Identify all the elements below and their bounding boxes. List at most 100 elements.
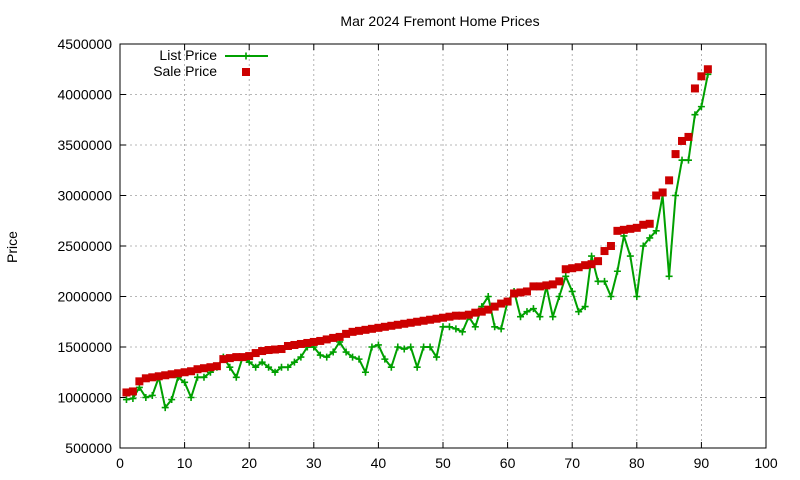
list-price-point <box>445 323 453 331</box>
sale-price-point <box>232 353 241 362</box>
sale-price-point <box>316 336 325 345</box>
plot-series <box>122 65 712 412</box>
y-tick-label: 2000000 <box>57 289 112 305</box>
list-price-point <box>271 368 279 376</box>
x-tick-label: 90 <box>694 455 710 471</box>
sale-price-point <box>296 339 305 348</box>
sale-price-point <box>355 326 364 335</box>
sale-price-point <box>561 265 570 274</box>
sale-price-point <box>193 365 202 374</box>
sale-price-point <box>290 340 299 349</box>
sale-price-point <box>335 332 344 341</box>
plot-frame <box>119 43 767 449</box>
y-tick-label: 500000 <box>65 440 112 456</box>
legend-marker-sale <box>242 68 250 76</box>
sale-price-point <box>393 320 402 329</box>
list-price-point <box>665 272 673 280</box>
sale-price-point <box>439 313 447 322</box>
sale-price-point <box>665 176 674 185</box>
sale-price-point <box>542 281 551 290</box>
sale-price-point <box>426 315 435 324</box>
list-price-point <box>142 394 150 401</box>
sale-price-point <box>361 325 370 334</box>
list-price-point <box>129 395 137 403</box>
sale-price-point <box>309 337 318 346</box>
legend: List Price Sale Price <box>153 47 268 79</box>
sale-price-point <box>600 247 609 256</box>
list-price-point <box>555 293 563 300</box>
sale-price-point <box>613 226 622 235</box>
x-tick-label: 40 <box>371 455 387 471</box>
sale-price-point <box>632 223 641 232</box>
sale-price-point <box>128 387 137 396</box>
sale-price-point <box>374 323 383 332</box>
sale-price-point <box>458 311 467 320</box>
sale-price-point <box>167 370 176 379</box>
list-price-point <box>394 343 402 351</box>
sale-price-point <box>445 312 454 321</box>
sale-price-point <box>187 367 196 376</box>
list-price-point <box>355 355 363 363</box>
x-tick-label: 100 <box>754 455 778 471</box>
sale-price-point <box>671 150 680 159</box>
sale-price-point <box>658 188 667 197</box>
list-price-point <box>452 325 460 333</box>
sale-price-point <box>264 346 273 355</box>
sale-price-point <box>626 224 635 233</box>
x-tick-label: 80 <box>629 455 645 471</box>
list-price-point <box>633 293 641 300</box>
sale-price-point <box>690 84 699 93</box>
sale-price-point <box>329 333 338 342</box>
list-price-point <box>400 345 408 353</box>
sale-price-point <box>135 377 144 386</box>
sale-price-point <box>400 319 409 328</box>
list-price-point <box>536 313 544 321</box>
sale-price-point <box>568 264 577 273</box>
sale-price-point <box>380 322 389 331</box>
list-price-point <box>413 363 421 371</box>
sale-price-point <box>212 362 221 371</box>
list-price-point <box>323 353 331 361</box>
legend-label-sale: Sale Price <box>153 63 217 79</box>
sale-price-point <box>148 373 157 382</box>
list-price-point <box>684 156 692 164</box>
sale-price-point <box>581 261 590 270</box>
sale-price-point <box>238 353 247 362</box>
x-tick-label: 60 <box>500 455 516 471</box>
list-price-point <box>181 378 189 386</box>
x-tick-label: 30 <box>306 455 322 471</box>
sale-price-point <box>510 289 519 298</box>
list-price-point <box>672 192 680 199</box>
list-price-point <box>678 156 686 164</box>
sale-price-point <box>451 311 460 320</box>
list-price-point <box>697 103 705 111</box>
list-price-point <box>122 396 130 404</box>
sale-price-point <box>619 225 628 234</box>
list-price-point <box>439 323 447 331</box>
sale-price-point <box>535 282 544 291</box>
list-price-point <box>361 368 369 376</box>
sale-price-point <box>684 132 693 141</box>
list-price-point <box>691 111 699 119</box>
list-price-point <box>265 363 273 371</box>
sale-price-point <box>141 374 150 383</box>
sale-price-point <box>678 136 687 145</box>
list-price-point <box>433 353 441 361</box>
list-price-point <box>588 252 596 260</box>
sale-price-point <box>406 318 415 327</box>
axis-ticks: 0 10 20 30 40 50 60 70 80 90 100 500000 1000000 15000… <box>57 36 777 471</box>
sale-price-point <box>606 242 615 250</box>
list-price-point <box>187 394 195 401</box>
y-tick-label: 2500000 <box>57 238 112 254</box>
list-price-point <box>387 363 395 371</box>
sale-price-point <box>497 299 506 308</box>
sale-price-point <box>587 260 596 269</box>
sale-price-point <box>555 277 564 286</box>
list-price-point <box>568 287 576 295</box>
sale-price-point <box>367 324 376 333</box>
sale-price-point <box>432 314 441 323</box>
list-price-point <box>297 353 305 361</box>
list-price-point <box>168 396 176 404</box>
list-price-point <box>258 358 266 366</box>
